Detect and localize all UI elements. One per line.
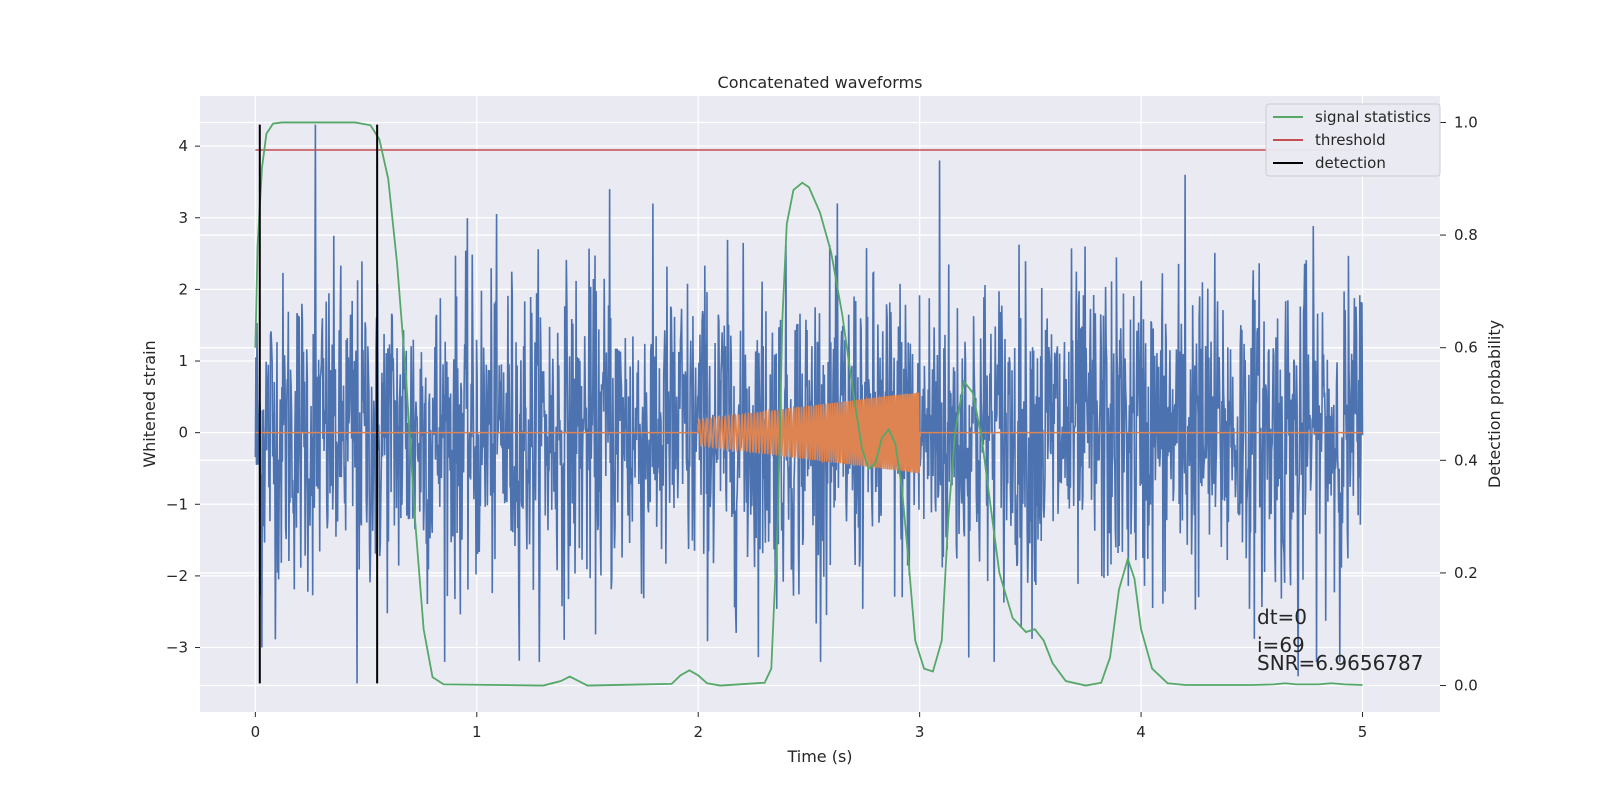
y2-tick-label-5: 1.0	[1454, 113, 1478, 131]
x-tick-label-1: 1	[472, 723, 482, 741]
x-tick-label-2: 2	[693, 723, 703, 741]
annotation-1: i=69	[1257, 633, 1305, 657]
x-tick-label-3: 3	[915, 723, 925, 741]
y2-tick-label-1: 0.2	[1454, 564, 1478, 582]
detection-lines	[258, 124, 379, 684]
y2-tick-label-4: 0.8	[1454, 226, 1478, 244]
y2-tick-label-0: 0.0	[1454, 677, 1478, 695]
x-tick-label-4: 4	[1136, 723, 1146, 741]
y-tick-label-4: 1	[178, 352, 188, 370]
y-tick-label-6: 3	[178, 209, 188, 227]
annotation-2: SNR=6.9656787	[1257, 651, 1423, 675]
y2-tick-label-3: 0.6	[1454, 339, 1478, 357]
y-axis-label: Whitened strain	[140, 340, 159, 467]
legend-label-1: threshold	[1315, 131, 1386, 149]
x-tick-label-5: 5	[1358, 723, 1368, 741]
x-tick-label-0: 0	[251, 723, 261, 741]
y-tick-label-5: 2	[178, 280, 188, 298]
x-axis-label: Time (s)	[786, 747, 852, 766]
legend: signal statistics threshold detection	[1265, 103, 1441, 177]
y-tick-label-0: −3	[166, 639, 188, 657]
legend-frame	[1265, 103, 1441, 177]
chart-title: Concatenated waveforms	[718, 73, 923, 92]
y-tick-label-3: 0	[178, 424, 188, 442]
y2-tick-labels: 0.0 0.2 0.4 0.6 0.8 1.0	[1440, 113, 1478, 695]
y-tick-label-1: −2	[166, 567, 188, 585]
y-tick-label-7: 4	[178, 137, 188, 155]
x-tick-labels: 0 1 2 3 4 5	[251, 712, 1368, 741]
series-chirp-line	[255, 391, 1363, 474]
y-tick-label-2: −1	[166, 495, 188, 513]
y2-axis-label: Detection probability	[1485, 320, 1504, 488]
series-signal-statistics-line	[254, 121, 1363, 687]
y2-tick-label-2: 0.4	[1454, 451, 1478, 469]
annotation-0: dt=0	[1257, 605, 1307, 629]
legend-label-2: detection	[1315, 154, 1386, 172]
y-tick-labels: −3 −2 −1 0 1 2 3 4	[166, 137, 200, 657]
legend-label-0: signal statistics	[1315, 108, 1431, 126]
